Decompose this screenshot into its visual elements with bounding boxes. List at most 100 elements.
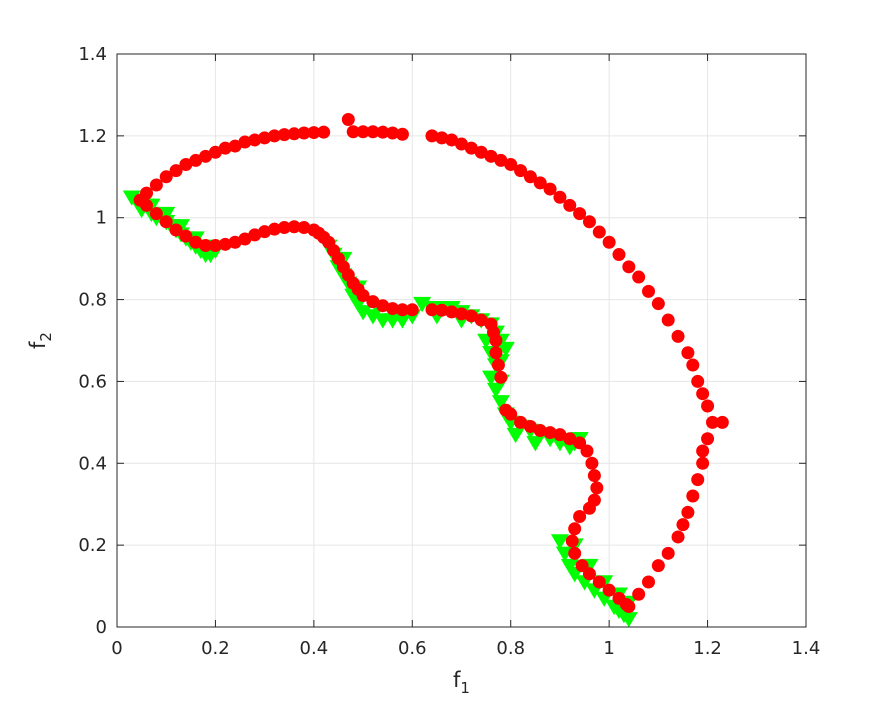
x-tick-label: 0.4 bbox=[300, 638, 329, 659]
data-point bbox=[258, 131, 272, 145]
data-point bbox=[563, 198, 577, 212]
data-point bbox=[159, 170, 173, 184]
x-tick-label: 1.4 bbox=[792, 638, 821, 659]
data-point bbox=[514, 164, 528, 178]
data-point bbox=[464, 141, 478, 155]
data-point bbox=[159, 215, 173, 229]
data-point bbox=[455, 137, 468, 151]
data-point bbox=[696, 387, 710, 401]
data-point bbox=[140, 186, 154, 200]
data-point bbox=[149, 178, 163, 192]
data-point bbox=[582, 501, 596, 515]
data-point bbox=[681, 505, 695, 519]
data-point bbox=[445, 133, 459, 147]
data-point bbox=[484, 149, 498, 163]
data-point bbox=[622, 260, 636, 274]
data-point bbox=[602, 235, 616, 249]
data-point bbox=[199, 239, 213, 253]
data-point bbox=[366, 295, 380, 309]
data-point bbox=[218, 141, 232, 155]
data-point bbox=[632, 270, 646, 284]
data-point bbox=[277, 221, 291, 235]
data-point bbox=[701, 432, 715, 446]
data-point bbox=[287, 127, 301, 141]
data-point bbox=[686, 489, 700, 503]
y-tick-label: 1.4 bbox=[78, 44, 107, 65]
data-point bbox=[705, 415, 719, 429]
data-point bbox=[671, 329, 685, 343]
data-point bbox=[393, 313, 412, 329]
data-point bbox=[258, 225, 272, 239]
y-tick-label: 1 bbox=[96, 208, 107, 229]
data-point bbox=[592, 575, 606, 589]
data-point bbox=[455, 307, 468, 321]
data-point bbox=[676, 518, 690, 532]
x-tick-label: 0.8 bbox=[496, 638, 525, 659]
x-axis-label: f1 bbox=[453, 668, 470, 697]
data-point bbox=[199, 149, 213, 163]
data-point bbox=[661, 313, 675, 327]
ticks: 0 0.2 0.4 0.6 0.8 1 1.2 1.4 0 0.2 0.4 0.6 0.8 1 1.2 1.4 bbox=[78, 44, 820, 659]
data-point bbox=[651, 559, 665, 573]
data-point bbox=[568, 546, 582, 560]
data-point bbox=[287, 220, 301, 234]
data-point bbox=[553, 190, 567, 204]
data-point bbox=[386, 126, 400, 140]
data-point bbox=[395, 127, 409, 141]
data-point bbox=[189, 235, 203, 249]
data-point bbox=[565, 534, 579, 548]
data-point bbox=[494, 153, 508, 167]
data-point bbox=[307, 126, 321, 140]
data-point bbox=[208, 239, 222, 253]
data-point bbox=[619, 612, 638, 628]
y-tick-label: 0.4 bbox=[78, 453, 107, 474]
data-point bbox=[189, 153, 203, 167]
data-point bbox=[642, 575, 656, 589]
data-point bbox=[376, 125, 390, 139]
data-point bbox=[405, 303, 419, 317]
data-point bbox=[590, 481, 604, 495]
data-point bbox=[582, 567, 596, 581]
data-point bbox=[661, 546, 675, 560]
data-point bbox=[297, 221, 311, 235]
data-point bbox=[267, 222, 281, 236]
data-point bbox=[696, 456, 710, 470]
data-point bbox=[238, 232, 252, 246]
data-point bbox=[267, 129, 281, 143]
y-tick-label: 0 bbox=[96, 617, 107, 638]
data-point bbox=[691, 374, 705, 388]
data-point bbox=[681, 346, 695, 360]
data-point bbox=[504, 407, 518, 421]
data-point bbox=[602, 583, 616, 597]
data-point bbox=[140, 198, 154, 212]
data-point bbox=[208, 145, 222, 159]
data-point bbox=[366, 125, 380, 139]
data-point bbox=[543, 426, 557, 440]
x-tick-label: 0 bbox=[111, 638, 122, 659]
data-point bbox=[563, 432, 577, 446]
data-point bbox=[474, 145, 488, 159]
data-point bbox=[346, 125, 360, 139]
data-point bbox=[169, 223, 183, 237]
data-point bbox=[496, 341, 515, 358]
axes-box bbox=[116, 53, 807, 628]
data-point bbox=[386, 302, 400, 316]
data-point bbox=[228, 139, 242, 153]
data-point bbox=[435, 131, 449, 145]
y-tick-label: 0.6 bbox=[78, 371, 107, 392]
data-point bbox=[228, 235, 242, 249]
data-point bbox=[179, 158, 193, 172]
x-tick-label: 1 bbox=[603, 638, 614, 659]
data-point bbox=[169, 164, 183, 178]
data-point bbox=[238, 135, 252, 149]
data-point bbox=[317, 125, 331, 139]
data-point bbox=[248, 228, 262, 242]
x-tick-label: 0.2 bbox=[201, 638, 230, 659]
data-point bbox=[671, 530, 685, 544]
data-point bbox=[585, 456, 599, 470]
data-point bbox=[568, 522, 582, 536]
data-point bbox=[489, 334, 503, 347]
data-point bbox=[297, 126, 311, 140]
